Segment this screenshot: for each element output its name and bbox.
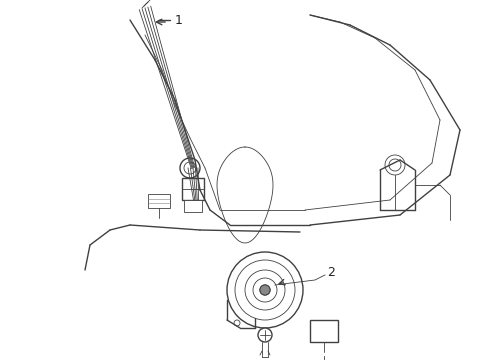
Text: 2: 2 (327, 266, 335, 279)
Circle shape (253, 278, 277, 302)
Text: 1: 1 (175, 13, 183, 27)
Circle shape (258, 328, 272, 342)
Circle shape (180, 158, 200, 178)
FancyBboxPatch shape (182, 178, 204, 200)
Circle shape (235, 260, 295, 320)
Circle shape (227, 252, 303, 328)
Circle shape (184, 162, 196, 174)
FancyBboxPatch shape (148, 194, 170, 208)
FancyBboxPatch shape (310, 320, 338, 342)
Circle shape (260, 285, 270, 295)
Circle shape (245, 270, 285, 310)
Circle shape (260, 285, 270, 295)
Circle shape (234, 320, 240, 326)
FancyBboxPatch shape (184, 200, 202, 212)
